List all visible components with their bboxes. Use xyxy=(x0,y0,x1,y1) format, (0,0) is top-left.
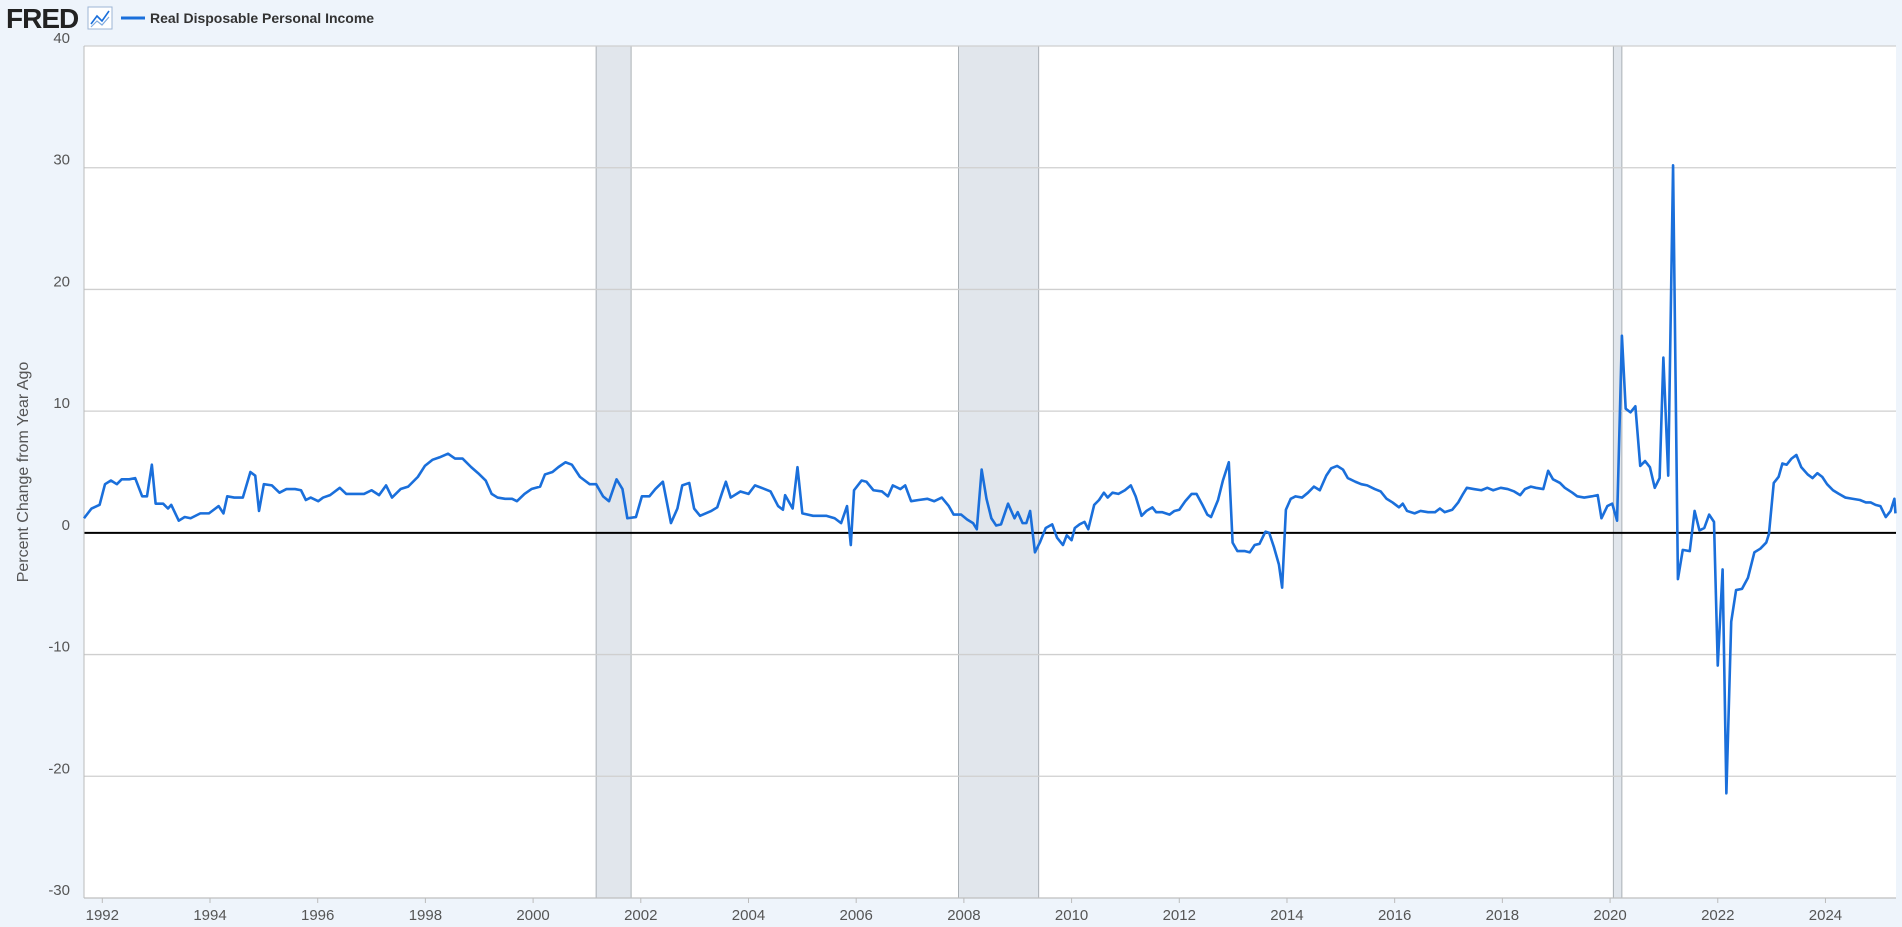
x-tick-label: 2010 xyxy=(1055,907,1088,924)
x-tick-label: 2022 xyxy=(1701,907,1734,924)
y-tick-label: 40 xyxy=(53,30,70,47)
y-tick-label: 20 xyxy=(53,273,70,290)
recession-shade xyxy=(595,45,632,899)
data-line xyxy=(82,163,1897,795)
y-tick-label: 10 xyxy=(53,395,70,412)
x-tick-label: 2016 xyxy=(1378,907,1411,924)
recession-shade xyxy=(958,45,1040,899)
x-tick-label: 2020 xyxy=(1593,907,1626,924)
y-axis-title: Percent Change from Year Ago xyxy=(15,362,32,583)
x-tick-label: 2014 xyxy=(1270,907,1303,924)
x-tick-label: 1994 xyxy=(193,907,226,924)
y-tick-label: -30 xyxy=(48,882,70,899)
x-tick-label: 1996 xyxy=(301,907,334,924)
x-tick-label: 2006 xyxy=(839,907,872,924)
x-tick-label: 2002 xyxy=(624,907,657,924)
x-tick-label: 1992 xyxy=(86,907,119,924)
x-tick-label: 2018 xyxy=(1486,907,1519,924)
x-tick-label: 2008 xyxy=(947,907,980,924)
x-tick-label: 2000 xyxy=(516,907,549,924)
logo: FRED xyxy=(6,3,79,34)
legend-label: Real Disposable Personal Income xyxy=(150,10,374,26)
x-tick-label: 2004 xyxy=(732,907,765,924)
x-tick-label: 1998 xyxy=(409,907,442,924)
y-tick-label: 0 xyxy=(62,517,70,534)
logo-icon xyxy=(87,6,113,30)
y-tick-label: 30 xyxy=(53,152,70,169)
x-tick-label: 2024 xyxy=(1809,907,1842,924)
y-tick-label: -10 xyxy=(48,639,70,656)
x-tick-label: 2012 xyxy=(1163,907,1196,924)
y-tick-label: -20 xyxy=(48,760,70,777)
